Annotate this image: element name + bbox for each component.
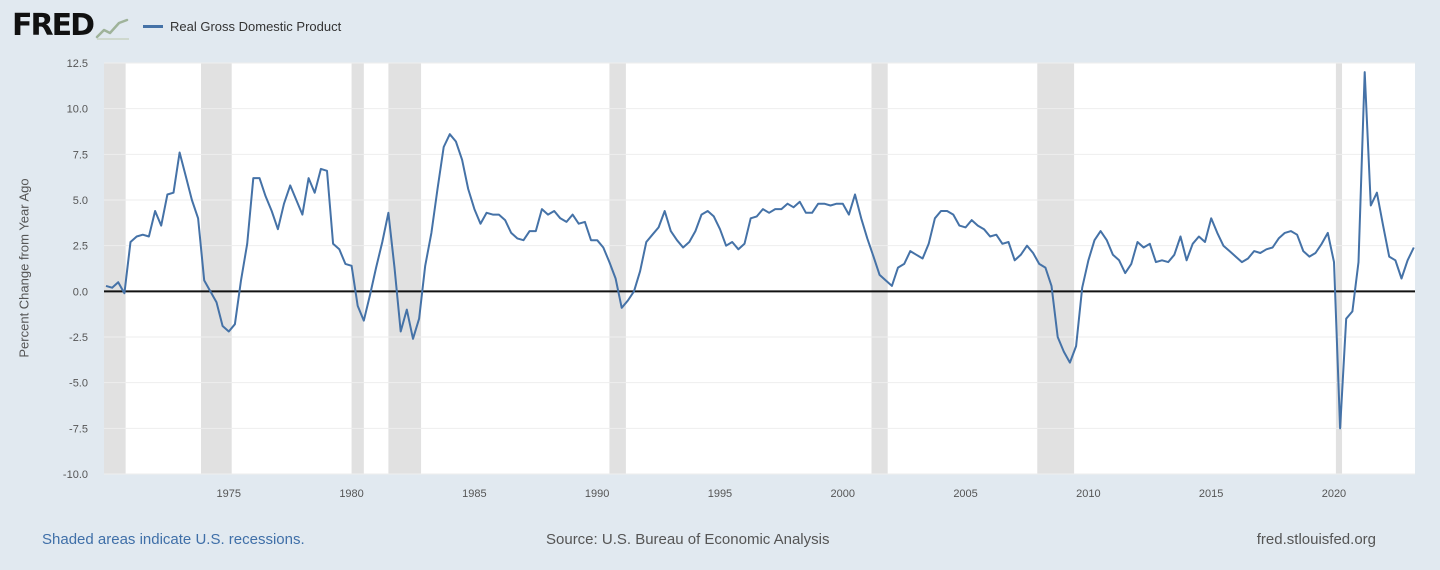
x-tick-label: 1990 [585,488,609,500]
x-tick-label: 1975 [217,488,241,500]
x-tick-label: 1995 [708,488,732,500]
chart-header: FRED Real Gross Domestic Product [12,8,341,44]
y-tick-label: 0.0 [73,286,88,298]
y-tick-label: -10.0 [63,469,88,481]
x-axis-ticks: 1975 1980 1985 1990 1995 2000 2005 2010 2015 2020 [217,488,1347,500]
y-tick-label: -2.5 [69,332,88,344]
recession-band [609,63,626,474]
y-axis-label: Percent Change from Year Ago [16,178,32,358]
source-text: Source: U.S. Bureau of Economic Analysis [546,531,830,548]
recession-band [388,63,422,474]
y-tick-label: 2.5 [73,241,88,253]
x-tick-label: 2010 [1076,488,1100,500]
legend[interactable]: Real Gross Domestic Product [143,19,341,34]
x-tick-label: 2015 [1199,488,1223,500]
legend-label: Real Gross Domestic Product [170,18,342,34]
recession-note: Shaded areas indicate U.S. recessions. [42,531,305,548]
plot-area [104,63,1415,474]
legend-swatch [143,24,163,28]
recession-band [351,63,364,474]
recession-band [1335,63,1343,474]
data-series-line[interactable] [105,71,1415,430]
y-tick-label: 5.0 [73,195,88,207]
y-tick-label: -7.5 [69,423,88,435]
site-link[interactable]: fred.stlouisfed.org [1256,531,1376,548]
x-tick-label: 2020 [1322,488,1346,500]
y-tick-label: 12.5 [67,58,88,70]
x-tick-label: 1985 [462,488,486,500]
chart-line-icon [95,18,129,40]
recession-band [871,63,888,474]
recession-band [201,63,232,474]
y-tick-label: 10.0 [67,104,88,116]
x-tick-label: 2000 [831,488,855,500]
x-tick-label: 2005 [953,488,977,500]
y-tick-label: 7.5 [73,149,88,161]
y-tick-label: -5.0 [69,378,88,390]
recession-band [104,63,126,474]
x-tick-label: 1980 [339,488,363,500]
fred-logo[interactable]: FRED [12,8,95,43]
recession-band [1037,63,1075,474]
y-axis-ticks: 12.5 10.0 7.5 5.0 2.5 0.0 -2.5 -5.0 -7.5 -10.0 [63,58,88,481]
